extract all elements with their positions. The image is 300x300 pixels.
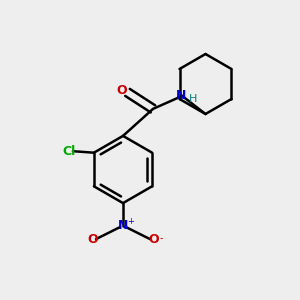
Text: H: H: [188, 94, 197, 104]
Text: Cl: Cl: [63, 145, 76, 158]
Text: O: O: [88, 232, 98, 246]
Text: -: -: [160, 232, 163, 243]
Text: O: O: [117, 84, 128, 98]
Text: +: +: [127, 218, 134, 226]
Text: N: N: [176, 89, 187, 102]
Text: O: O: [148, 232, 159, 246]
Text: N: N: [118, 219, 128, 232]
